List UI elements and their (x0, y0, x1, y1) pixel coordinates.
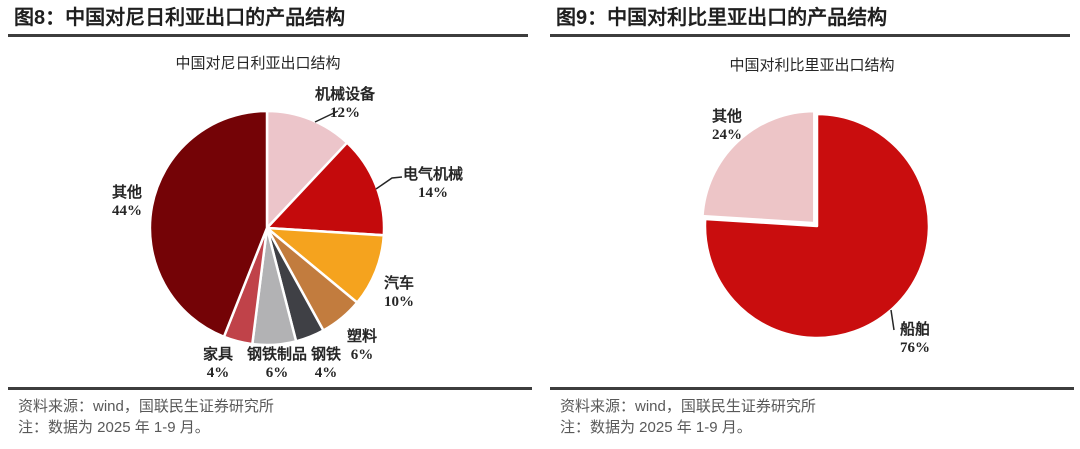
pie-label-塑料: 塑料 6% (347, 327, 377, 363)
pie-slice-机械设备 (265, 109, 349, 230)
leader-line-电气机械 (375, 176, 403, 190)
pie-slice-家具 (222, 226, 269, 346)
pie-label-汽车: 汽车 10% (384, 274, 414, 310)
pie-label-其他: 其他 44% (112, 183, 142, 219)
pie-slice-其他 (148, 109, 269, 339)
pie-slice-钢铁制品 (251, 226, 298, 347)
pie-slice-钢铁 (265, 226, 325, 343)
figure-9-footer: 资料来源：wind，国联民生证券研究所 注：数据为 2025 年 1-9 月。 (550, 387, 1074, 438)
leader-line-机械设备 (314, 110, 339, 123)
pie-label-家具: 家具 4% (203, 345, 233, 381)
figure-8-title: 图8：中国对尼日利亚出口的产品结构 (8, 6, 528, 37)
figure-9-note-line: 注：数据为 2025 年 1-9 月。 (560, 419, 752, 436)
pie-label-钢铁制品: 钢铁制品 6% (247, 345, 307, 381)
figure-9-title: 图9：中国对利比里亚出口的产品结构 (550, 6, 1070, 37)
pie-slice-汽车 (265, 226, 386, 304)
pie-slice-船舶 (703, 112, 931, 340)
pie-slice-电气机械 (265, 141, 386, 237)
pie-label-船舶: 船舶 76% (900, 320, 930, 356)
chart-title: 中国对尼日利亚出口结构 (175, 55, 340, 72)
figure-8-footer: 资料来源：wind，国联民生证券研究所 注：数据为 2025 年 1-9 月。 (8, 387, 532, 438)
figure-9-source-line: 资料来源：wind，国联民生证券研究所 (560, 398, 816, 415)
pie-slice-塑料 (265, 226, 359, 332)
leader-line-船舶 (890, 309, 895, 331)
pie-label-电气机械: 电气机械 14% (403, 165, 463, 201)
pie-label-其他: 其他 24% (712, 107, 742, 143)
chart-title: 中国对利比里亚出口结构 (729, 57, 894, 74)
figure-8-source-line: 资料来源：wind，国联民生证券研究所 (18, 398, 274, 415)
pie-slice-其他 (701, 109, 816, 225)
pie-label-钢铁: 钢铁 4% (311, 345, 341, 381)
pie-label-机械设备: 机械设备 12% (315, 85, 376, 121)
figure-8-note-line: 注：数据为 2025 年 1-9 月。 (18, 419, 210, 436)
